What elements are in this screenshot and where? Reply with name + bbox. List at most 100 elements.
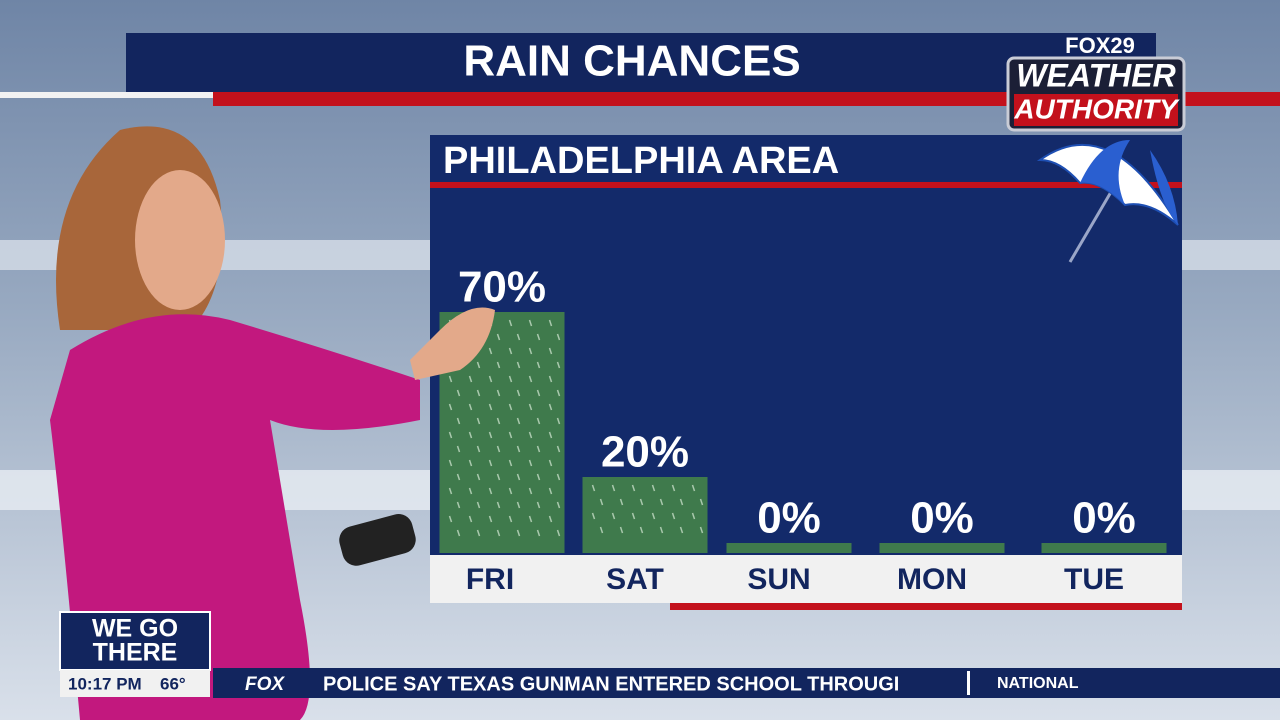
title: RAIN CHANCES (463, 37, 800, 86)
rain-streak (548, 403, 553, 411)
rain-streak (528, 375, 533, 383)
rain-streak (556, 445, 561, 453)
rain-streak (548, 319, 553, 327)
rain-streak (508, 403, 513, 411)
rain-streak (448, 459, 453, 467)
value-label: 0% (757, 494, 821, 543)
rain-streak (488, 375, 493, 383)
logo-band (1014, 94, 1178, 126)
rain-streak (516, 501, 521, 509)
rain-streak (556, 389, 561, 397)
rain-streak (508, 375, 513, 383)
rain-streak (476, 445, 481, 453)
rain-streak (691, 484, 696, 492)
rain-streak (548, 487, 553, 495)
rain-streak (488, 487, 493, 495)
rain-streak (456, 445, 461, 453)
bars: 70% FRI 20% SAT 0% SUN 0% MON 0% TUE (439, 263, 1167, 596)
clock-box (60, 670, 210, 697)
rain-streak (536, 501, 541, 509)
rain-streak (599, 526, 604, 534)
rain-streak (476, 473, 481, 481)
rain-streak (556, 361, 561, 369)
rain-streak (631, 512, 636, 520)
presenter-face (135, 170, 225, 310)
rain-streak (639, 498, 644, 506)
value-label: 70% (458, 263, 546, 312)
rain-streak (456, 501, 461, 509)
rain-streak (671, 512, 676, 520)
bar-base (1041, 543, 1167, 553)
rain-streak (496, 445, 501, 453)
rain-streak (456, 473, 461, 481)
slogan-box (59, 611, 211, 671)
presenter-hand (410, 307, 495, 380)
rain-streak (528, 487, 533, 495)
logo-line: WEATHER (1016, 57, 1175, 93)
chart-title: PHILADELPHIA AREA (443, 140, 839, 182)
rain-streak (476, 417, 481, 425)
station-name: FOX29 (1065, 33, 1135, 58)
rain-streak (591, 484, 596, 492)
rain-streak (488, 459, 493, 467)
rain-streak (508, 487, 513, 495)
rain-streak (611, 484, 616, 492)
rain-streak (468, 403, 473, 411)
rain-streak (508, 515, 513, 523)
ticker-network: FOX (245, 674, 285, 695)
rain-streak (599, 498, 604, 506)
rain-streak (496, 473, 501, 481)
category-strip (430, 555, 1182, 603)
rain-streak (448, 375, 453, 383)
rain-streak (536, 389, 541, 397)
rain-streak (508, 431, 513, 439)
rain-streak (548, 515, 553, 523)
bar-base (879, 543, 1005, 553)
slogan: WE GO (92, 615, 178, 643)
rain-streak (651, 484, 656, 492)
rain-streak (516, 389, 521, 397)
rain-streak (536, 529, 541, 537)
rain-streak (619, 498, 624, 506)
rain-streak (556, 417, 561, 425)
rain-streak (516, 529, 521, 537)
ticker-section: NATIONAL (997, 675, 1079, 692)
rain-streak (496, 501, 501, 509)
title-rule (0, 92, 213, 98)
rain-streak (496, 417, 501, 425)
rain-streak (468, 515, 473, 523)
rain-streak (468, 431, 473, 439)
temperature: 66° (160, 674, 186, 693)
umbrella-panel (1150, 150, 1178, 225)
rain-streak (548, 431, 553, 439)
rain-streak (488, 431, 493, 439)
rain-streak (611, 512, 616, 520)
bar (582, 477, 708, 543)
umbrella-panel (1080, 140, 1130, 205)
rain-streak (659, 498, 664, 506)
rain-streak (476, 529, 481, 537)
rain-streak (536, 361, 541, 369)
category-label: SUN (747, 563, 810, 596)
rain-streak (536, 417, 541, 425)
logo-line: AUTHORITY (1013, 93, 1180, 124)
rain-streak (528, 459, 533, 467)
rain-streak (556, 501, 561, 509)
rain-streak (516, 361, 521, 369)
rain-streak (496, 529, 501, 537)
rain-streak (508, 459, 513, 467)
rain-streak (528, 431, 533, 439)
rain-streak (528, 347, 533, 355)
bar-base (726, 543, 852, 553)
rain-streak (699, 498, 704, 506)
rain-streak (556, 529, 561, 537)
rain-streak (448, 403, 453, 411)
rain-streak (488, 403, 493, 411)
ticker-bar (213, 668, 1280, 698)
rain-streak (468, 459, 473, 467)
rain-streak (516, 333, 521, 341)
umbrella-handle (1068, 179, 1120, 263)
rain-streak (548, 459, 553, 467)
rain-streak (508, 347, 513, 355)
rain-streak (699, 526, 704, 534)
